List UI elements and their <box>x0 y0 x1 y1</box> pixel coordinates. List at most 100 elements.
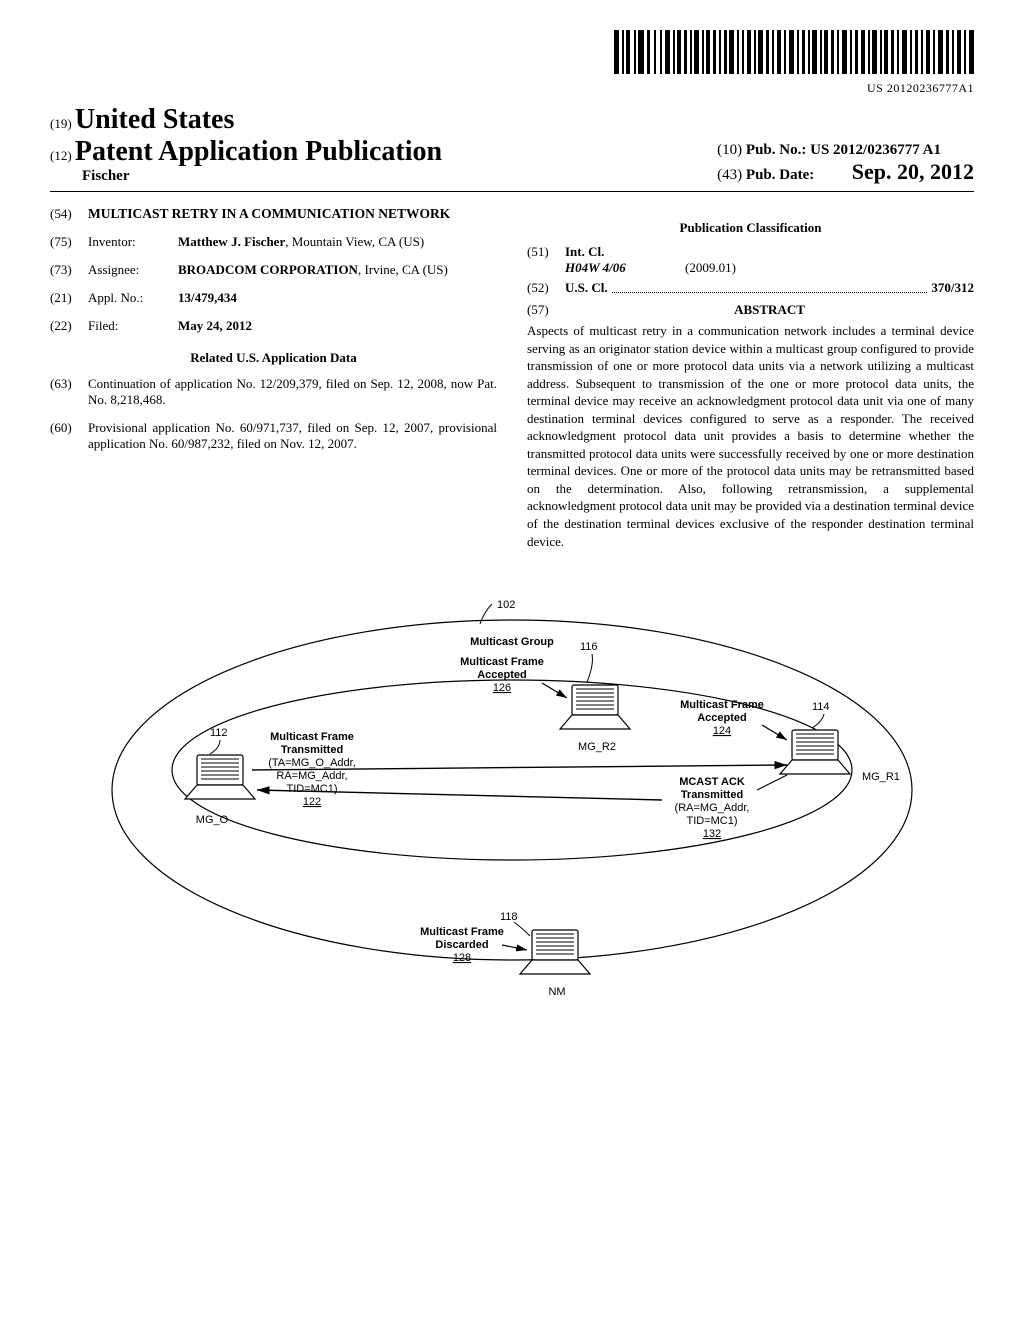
abstract-text: Aspects of multicast retry in a communic… <box>527 322 974 550</box>
ipc-row: H04W 4/06 (2009.01) <box>527 260 974 276</box>
pubno-line: (10) Pub. No.: US 2012/0236777 A1 <box>717 142 974 159</box>
inventor-name: Matthew J. Fischer <box>178 234 285 249</box>
abs-num: (57) <box>527 302 565 318</box>
fig-ref-102: 102 <box>497 599 515 611</box>
barcode-graphic <box>614 30 974 74</box>
inventor-loc: , Mountain View, CA (US) <box>285 234 424 249</box>
pubdate-label: Pub. Date: <box>746 167 814 183</box>
intcl-num: (51) <box>527 244 565 260</box>
related-title: Related U.S. Application Data <box>50 350 497 366</box>
country-line: (19) United States <box>50 104 442 136</box>
filed-field: (22) Filed: May 24, 2012 <box>50 318 497 334</box>
pubno-label: Pub. No.: <box>746 142 806 158</box>
assignee-name: BROADCOM CORPORATION <box>178 262 358 277</box>
country-name: United States <box>75 104 234 135</box>
arrow-124-to-r1 <box>762 725 787 740</box>
pubdate-line: (43) Pub. Date: Sep. 20, 2012 <box>717 159 974 185</box>
group-title: Multicast Group <box>470 636 554 648</box>
box-ack-132: MCAST ACK Transmitted (RA=MG_Addr, TID=M… <box>675 776 750 840</box>
box-acc-126: Multicast Frame Accepted 126 <box>460 656 544 694</box>
assignee-loc: , Irvine, CA (US) <box>358 262 448 277</box>
inventor-num: (75) <box>50 234 88 250</box>
assignee-num: (73) <box>50 262 88 278</box>
uscl-num: (52) <box>527 280 565 296</box>
abstract-header: (57) ABSTRACT <box>527 302 974 318</box>
inventor-value: Matthew J. Fischer, Mountain View, CA (U… <box>178 234 497 250</box>
applno-field: (21) Appl. No.: 13/479,434 <box>50 290 497 306</box>
svg-text:128: 128 <box>453 952 471 964</box>
applno-label: Appl. No.: <box>88 290 178 306</box>
laptop-mgo <box>185 755 255 799</box>
svg-text:TID=MC1): TID=MC1) <box>686 815 737 827</box>
uscl-value: 370/312 <box>931 280 974 296</box>
svg-text:Multicast Frame: Multicast Frame <box>680 699 764 711</box>
right-column: Publication Classification (51) Int. Cl.… <box>527 206 974 550</box>
svg-text:Transmitted: Transmitted <box>281 744 343 756</box>
intcl-row: (51) Int. Cl. <box>527 244 974 260</box>
title-text: MULTICAST RETRY IN A COMMUNICATION NETWO… <box>88 206 497 222</box>
svg-text:(RA=MG_Addr,: (RA=MG_Addr, <box>675 802 750 814</box>
svg-text:126: 126 <box>493 682 511 694</box>
callout-118: 118 <box>500 911 518 923</box>
uscl-dots <box>612 280 928 293</box>
continuation-para: (63) Continuation of application No. 12/… <box>50 376 497 408</box>
svg-text:MCAST ACK: MCAST ACK <box>679 776 745 788</box>
ipc-code: H04W 4/06 <box>565 260 685 276</box>
svg-text:Accepted: Accepted <box>477 669 527 681</box>
cont-text: Continuation of application No. 12/209,3… <box>88 376 497 408</box>
pubno-prefix: (10) <box>717 142 742 158</box>
box-disc-128: Multicast Frame Discarded 128 <box>420 926 504 964</box>
header: (19) United States (12) Patent Applicati… <box>50 104 974 185</box>
inventor-field: (75) Inventor: Matthew J. Fischer, Mount… <box>50 234 497 250</box>
applno-num: (21) <box>50 290 88 306</box>
title-field: (54) MULTICAST RETRY IN A COMMUNICATION … <box>50 206 497 222</box>
assignee-label: Assignee: <box>88 262 178 278</box>
header-separator <box>50 191 974 192</box>
inventor-label: Inventor: <box>88 234 178 250</box>
pubno-value: US 2012/0236777 A1 <box>810 142 941 158</box>
author-line: Fischer <box>50 168 442 185</box>
svg-text:Transmitted: Transmitted <box>681 789 743 801</box>
left-column: (54) MULTICAST RETRY IN A COMMUNICATION … <box>50 206 497 550</box>
svg-text:RA=MG_Addr,: RA=MG_Addr, <box>276 770 347 782</box>
callout-114: 114 <box>812 701 830 713</box>
country-prefix: (19) <box>50 116 72 131</box>
svg-text:Multicast Frame: Multicast Frame <box>460 656 544 668</box>
svg-text:124: 124 <box>713 725 731 737</box>
filed-label: Filed: <box>88 318 178 334</box>
ipc-date: (2009.01) <box>685 260 736 276</box>
title-num: (54) <box>50 206 88 222</box>
assignee-value: BROADCOM CORPORATION, Irvine, CA (US) <box>178 262 497 278</box>
connector-r1-ack <box>757 775 787 790</box>
pub-type: Patent Application Publication <box>75 136 442 167</box>
svg-text:Multicast Frame: Multicast Frame <box>270 731 354 743</box>
filed-value: May 24, 2012 <box>178 318 497 334</box>
arrow-128-to-nm <box>502 945 527 950</box>
abs-label: ABSTRACT <box>565 302 974 318</box>
svg-text:(TA=MG_O_Addr,: (TA=MG_O_Addr, <box>268 757 356 769</box>
svg-text:Discarded: Discarded <box>435 939 488 951</box>
classification-header: Publication Classification <box>527 220 974 236</box>
cont-num: (63) <box>50 376 88 408</box>
uscl-row: (52) U.S. Cl. 370/312 <box>527 280 974 296</box>
callout-116: 116 <box>580 641 598 653</box>
box-acc-124: Multicast Frame Accepted 124 <box>680 699 764 737</box>
svg-text:Accepted: Accepted <box>697 712 747 724</box>
arrow-126-to-r2 <box>542 683 567 698</box>
barcode-text: US 20120236777A1 <box>50 81 974 96</box>
figure-1: 102 Multicast Group MG_O 112 MG_R2 <box>50 590 974 1035</box>
label-r1: MG_R1 <box>862 771 900 783</box>
pubdate-value: Sep. 20, 2012 <box>852 159 974 184</box>
filed-num: (22) <box>50 318 88 334</box>
laptop-r1 <box>780 730 850 774</box>
svg-text:Multicast Frame: Multicast Frame <box>420 926 504 938</box>
svg-text:122: 122 <box>303 796 321 808</box>
uscl-label: U.S. Cl. <box>565 280 608 296</box>
applno-value: 13/479,434 <box>178 290 497 306</box>
label-r2: MG_R2 <box>578 741 616 753</box>
svg-text:132: 132 <box>703 828 721 840</box>
laptop-r2 <box>560 685 630 729</box>
laptop-nm <box>520 930 590 974</box>
barcode-region: US 20120236777A1 <box>50 30 974 96</box>
pub-type-line: (12) Patent Application Publication <box>50 136 442 168</box>
